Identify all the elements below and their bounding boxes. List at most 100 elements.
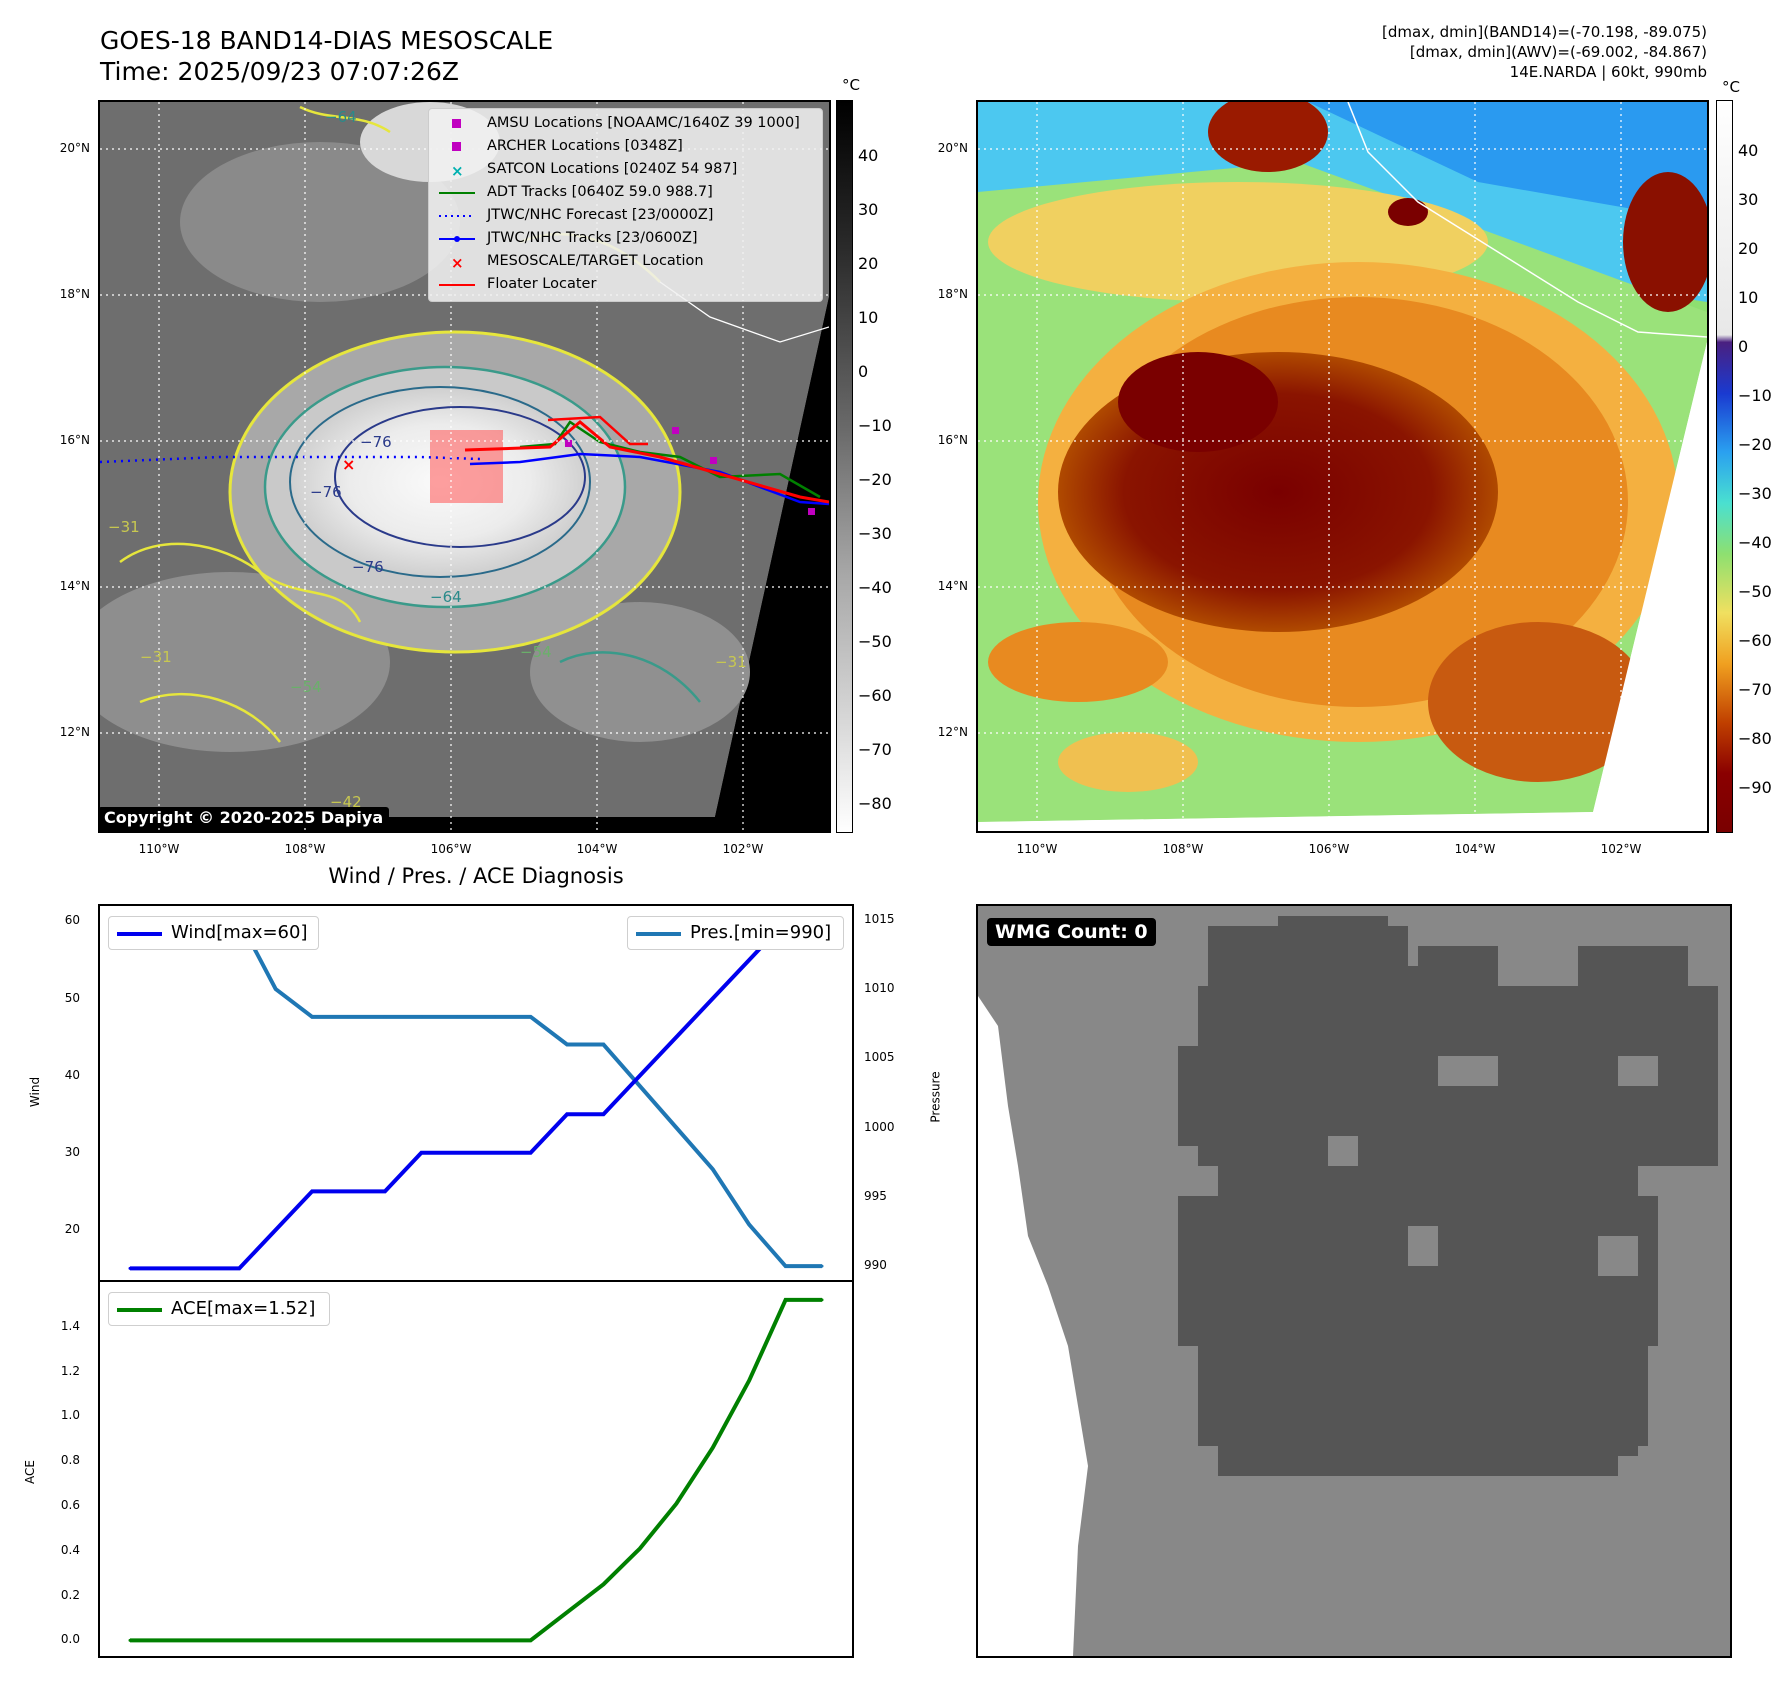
figure-title: GOES-18 BAND14-DIAS MESOSCALE Time: 2025… xyxy=(100,25,553,87)
ace-series-line xyxy=(130,1297,822,1643)
wind-data-point xyxy=(638,1074,642,1078)
lon-label: 104°W xyxy=(1454,842,1496,856)
lat-label: 18°N xyxy=(937,287,968,301)
ir-cbar-tick: 30 xyxy=(858,200,879,219)
wmg-panel[interactable] xyxy=(976,904,1732,1658)
awv-map-image xyxy=(978,102,1707,831)
awv-colorbar xyxy=(1716,100,1733,833)
ir-cbar-tick: −50 xyxy=(858,632,892,651)
ace-data-point xyxy=(419,1638,423,1642)
ir-cbar-tick: −40 xyxy=(858,578,892,597)
pressure-tick-label: 1010 xyxy=(864,981,895,996)
wind-legend: Wind[max=60] xyxy=(108,916,319,950)
ir-cbar-tick: −30 xyxy=(858,524,892,543)
pressure-data-point xyxy=(529,1015,533,1019)
wind-pressure-chart: Wind[max=60] Pres.[min=990] xyxy=(98,904,854,1282)
diagnosis-title: Wind / Pres. / ACE Diagnosis xyxy=(328,864,624,888)
ir-colorbar-unit: °C xyxy=(842,76,860,94)
wind-data-point xyxy=(492,1151,496,1155)
lat-label: 16°N xyxy=(59,433,90,447)
contour-label: −31 xyxy=(108,518,140,536)
ace-data-point xyxy=(638,1547,642,1551)
lon-label: 108°W xyxy=(284,842,326,856)
pressure-data-point xyxy=(274,987,278,991)
awv-cbar-tick: −10 xyxy=(1738,386,1772,405)
title-line-2: Time: 2025/09/23 07:07:26Z xyxy=(100,57,459,86)
ace-data-point xyxy=(310,1638,314,1642)
awv-cbar-tick: −80 xyxy=(1738,729,1772,748)
awv-cbar-tick: −30 xyxy=(1738,484,1772,503)
lat-label: 14°N xyxy=(59,579,90,593)
ir-colorbar xyxy=(836,100,853,833)
lat-label: 12°N xyxy=(59,725,90,739)
pressure-tick-label: 1015 xyxy=(864,911,895,926)
svg-text:×: × xyxy=(342,455,355,474)
ir-cbar-tick: 40 xyxy=(858,146,879,165)
ace-data-point xyxy=(711,1446,715,1450)
pressure-data-point xyxy=(565,1043,569,1047)
contour-label: −54 xyxy=(290,678,322,696)
ir-legend: AMSU Locations [NOAAMC/1640Z 39 1000] AR… xyxy=(428,108,823,302)
pressure-tick-label: 995 xyxy=(864,1188,887,1203)
pressure-data-point xyxy=(347,1015,351,1019)
meta-line-1: [dmax, dmin](BAND14)=(-70.198, -89.075) xyxy=(1382,23,1707,41)
pressure-data-point xyxy=(492,1015,496,1019)
pressure-legend: Pres.[min=990] xyxy=(627,916,844,950)
ir-cbar-tick: 10 xyxy=(858,308,879,327)
lon-label: 106°W xyxy=(430,842,472,856)
wind-data-point xyxy=(201,1266,205,1270)
contour-label: −76 xyxy=(360,433,392,451)
ace-data-point xyxy=(383,1638,387,1642)
copyright-label: Copyright © 2020-2025 Dapiya xyxy=(98,807,390,828)
wind-data-point xyxy=(310,1189,314,1193)
ace-tick-label: 1.2 xyxy=(60,1363,80,1378)
lat-label: 20°N xyxy=(59,141,90,155)
lat-label: 14°N xyxy=(937,579,968,593)
ir-cbar-tick: 0 xyxy=(858,362,869,381)
wmg-count-label: WMG Count: 0 xyxy=(987,918,1156,946)
wind-data-point xyxy=(164,1266,168,1270)
ir-cbar-tick: −10 xyxy=(858,416,892,435)
contour-label: −64 xyxy=(325,108,357,126)
pressure-data-point xyxy=(638,1084,642,1088)
wind-data-point xyxy=(383,1189,387,1193)
contour-label: −64 xyxy=(430,588,462,606)
awv-cbar-tick: −20 xyxy=(1738,435,1772,454)
ace-plot xyxy=(128,1297,824,1643)
pressure-axis-label: Pressure xyxy=(928,1071,943,1123)
ace-data-point xyxy=(492,1638,496,1642)
ace-data-point xyxy=(747,1379,751,1383)
contour-label: −76 xyxy=(310,483,342,501)
contour-label: −42 xyxy=(330,793,362,811)
ace-data-point xyxy=(565,1610,569,1614)
pressure-tick-label: 1005 xyxy=(864,1050,895,1065)
svg-text:×: × xyxy=(451,162,464,180)
ace-data-point xyxy=(274,1638,278,1642)
ace-data-point xyxy=(201,1638,205,1642)
ir-cbar-tick: −20 xyxy=(858,470,892,489)
lat-label: 18°N xyxy=(59,287,90,301)
ir-cbar-tick: 20 xyxy=(858,254,879,273)
ir-cbar-tick: −60 xyxy=(858,686,892,705)
wind-data-point xyxy=(711,997,715,1001)
ir-cbar-tick: −70 xyxy=(858,740,892,759)
pressure-tick-label: 990 xyxy=(864,1258,887,1273)
pressure-data-point xyxy=(674,1126,678,1130)
pressure-data-point xyxy=(383,1015,387,1019)
awv-map-panel[interactable] xyxy=(976,100,1709,833)
awv-cbar-tick: −50 xyxy=(1738,582,1772,601)
wind-data-point xyxy=(601,1112,605,1116)
ace-tick-label: 0.0 xyxy=(60,1632,80,1647)
lon-label: 110°W xyxy=(1016,842,1058,856)
lon-label: 102°W xyxy=(722,842,764,856)
wind-pressure-plot xyxy=(128,917,824,1271)
pressure-data-point xyxy=(747,1223,751,1227)
wind-tick-label: 50 xyxy=(64,990,80,1005)
pressure-series-line xyxy=(130,917,822,1269)
ace-data-point xyxy=(347,1638,351,1642)
wind-data-point xyxy=(747,958,751,962)
ir-map-panel[interactable]: × −64 −76 −76 −76 −64 −54 −54 −31 −31 xyxy=(98,100,831,833)
ace-tick-label: 1.0 xyxy=(60,1408,80,1423)
ace-axis-label: ACE xyxy=(22,1460,37,1484)
contour-label: −31 xyxy=(715,653,747,671)
